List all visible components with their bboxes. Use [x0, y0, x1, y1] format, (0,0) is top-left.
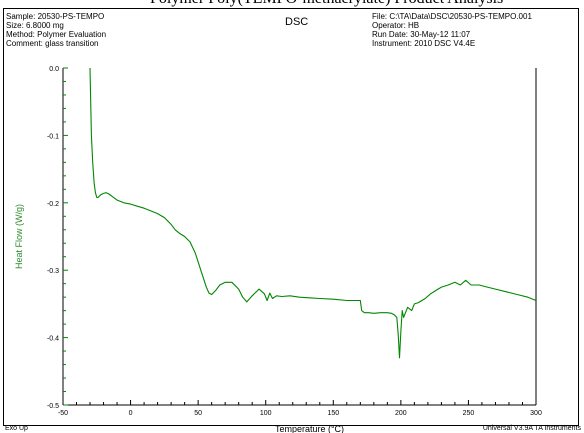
exo-up-label: Exo Up [5, 425, 28, 432]
run-info: File: C:\TA\Data\DSC\20530-PS-TEMPO.001 … [372, 12, 532, 48]
y-tick-label: -0.1 [47, 133, 59, 140]
operator-text: Operator: HB [372, 21, 420, 30]
clipped-top-text: Polymer Poly(TEMPO-methacrylate) Product… [0, 0, 584, 8]
x-tick-label: 250 [463, 410, 475, 417]
y-tick-label: -0.4 [47, 336, 59, 343]
x-tick-label: 0 [129, 410, 133, 417]
x-tick-label: 200 [395, 410, 407, 417]
y-tick-label: -0.3 [47, 268, 59, 275]
software-label: Universal V3.9A TA Instruments [482, 425, 581, 432]
y-axis-label: Heat Flow (W/g) [14, 204, 24, 269]
size-text: Size: 6.8000 mg [6, 21, 64, 30]
method-text: Method: Polymer Evaluation [6, 30, 107, 39]
heat-flow-series-line [89, 67, 537, 359]
chart-frame [3, 8, 579, 426]
y-tick-label: -0.5 [47, 403, 59, 410]
instrument-text: Instrument: 2010 DSC V4.4E [372, 39, 476, 48]
sample-info: Sample: 20530-PS-TEMPO Size: 6.8000 mg M… [6, 12, 106, 48]
file-text: File: C:\TA\Data\DSC\20530-PS-TEMPO.001 [372, 12, 532, 21]
clipped-top-caption: Polymer Poly(TEMPO-methacrylate) Product… [150, 0, 503, 8]
x-tick-label: 50 [194, 410, 202, 417]
y-tick-label: -0.2 [47, 201, 59, 208]
x-tick-label: 100 [260, 410, 272, 417]
run-date-text: Run Date: 30-May-12 11:07 [372, 30, 471, 39]
x-axis-label: Temperature (°C) [275, 424, 344, 433]
x-tick-label: 300 [530, 410, 542, 417]
x-tick-label: -50 [58, 410, 68, 417]
y-tick-label: 0.0 [49, 66, 59, 73]
x-tick-label: 150 [327, 410, 339, 417]
sample-text: Sample: 20530-PS-TEMPO [6, 12, 105, 21]
comment-text: Comment: glass transition [6, 39, 99, 48]
chart-title: DSC [285, 16, 309, 28]
